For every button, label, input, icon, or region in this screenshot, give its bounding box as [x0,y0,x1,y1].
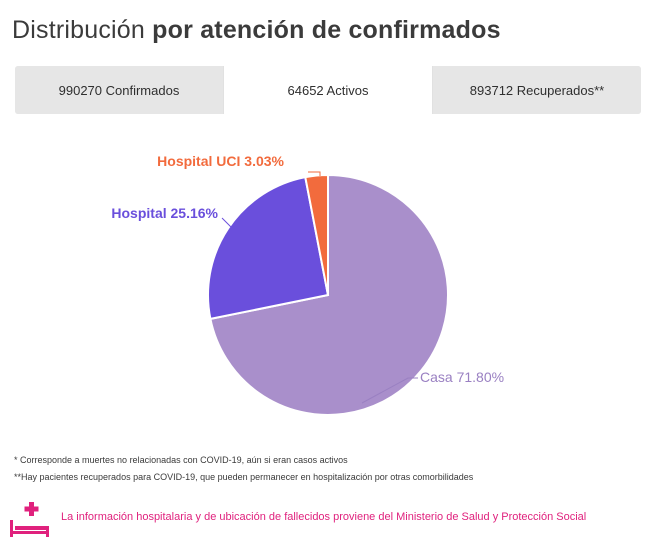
slice-label: Hospital UCI 3.03% [157,153,284,169]
tab-confirmados[interactable]: 990270 Confirmados [15,66,223,114]
info-text: La información hospitalaria y de ubicaci… [61,511,587,523]
pie-slice[interactable] [207,175,330,321]
bed-mattress [15,526,46,530]
slice-label: Hospital 25.16% [111,205,218,221]
leader-line [221,217,233,229]
slice-label: Casa 71.80% [420,369,504,385]
footnotes: * Corresponde a muertes no relacionadas … [14,452,473,486]
title-bold: por atención de confirmados [152,16,501,44]
leader-line [361,377,418,404]
bed-base [10,531,49,534]
leader-line [308,171,321,176]
pie-slices [207,173,449,416]
pie-chart: Casa 71.80% Hospital 25.16% Hospital UCI 3… [111,153,504,416]
tab-bar: 990270 Confirmados 64652 Activos 893712 … [15,66,641,114]
title-light: Distribución [12,16,146,44]
pie-slice[interactable] [304,173,329,296]
footnote-2: **Hay pacientes recuperados para COVID-1… [14,472,474,482]
tab-activos[interactable]: 64652 Activos [223,66,433,114]
cross-horizontal [24,506,39,512]
page-title: Distribución por atención de confirmados [12,16,501,45]
footnote-1: * Corresponde a muertes no relacionadas … [14,455,348,465]
pie-leader-lines [221,171,418,404]
info-banner: La información hospitalaria y de ubicaci… [8,500,638,540]
bed-headboard [10,520,13,537]
pie-slice[interactable] [209,173,449,416]
tab-recuperados[interactable]: 893712 Recuperados** [433,66,641,114]
pie-labels: Casa 71.80% Hospital 25.16% Hospital UCI 3… [111,153,504,385]
hospital-bed-icon [10,502,49,537]
